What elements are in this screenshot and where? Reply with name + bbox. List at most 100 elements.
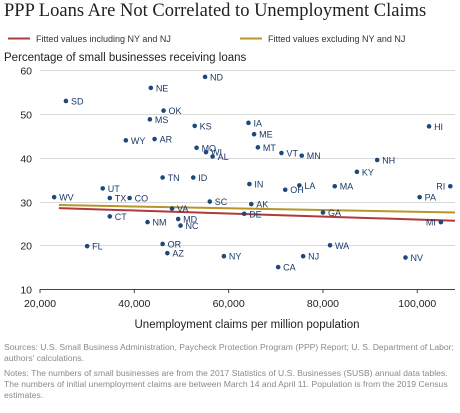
point-marker bbox=[107, 195, 113, 201]
point-label: WV bbox=[59, 193, 74, 203]
x-tick-label: 60,000 bbox=[213, 298, 245, 310]
point-marker bbox=[107, 214, 113, 219]
point-label: DE bbox=[249, 209, 262, 219]
point-label: ND bbox=[210, 72, 223, 82]
y-tick-label: 30 bbox=[20, 198, 32, 210]
point-marker bbox=[332, 183, 338, 189]
point-label: IA bbox=[253, 118, 262, 128]
notes-text: Notes: The numbers of small businesses a… bbox=[4, 368, 448, 400]
point-marker bbox=[160, 175, 165, 180]
point-label: CA bbox=[283, 263, 296, 273]
data-point-tx: TX bbox=[107, 194, 126, 204]
point-label: CT bbox=[115, 212, 127, 222]
point-label: OH bbox=[290, 185, 304, 195]
point-label: OR bbox=[168, 239, 182, 249]
data-point-ri: RI bbox=[436, 182, 453, 192]
data-point-wi: WI bbox=[203, 148, 222, 158]
point-label: IN bbox=[254, 180, 263, 190]
data-point-tn: TN bbox=[160, 173, 180, 183]
data-point-ut: UT bbox=[100, 184, 120, 194]
point-label: VA bbox=[177, 204, 188, 214]
data-point-id: ID bbox=[190, 173, 208, 183]
point-marker bbox=[246, 120, 251, 126]
point-label: KS bbox=[200, 121, 212, 131]
data-point-al: AL bbox=[210, 152, 229, 162]
point-marker bbox=[279, 150, 284, 156]
data-point-in: IN bbox=[247, 180, 263, 190]
point-marker bbox=[210, 154, 215, 159]
point-label: MA bbox=[340, 182, 354, 192]
point-label: AL bbox=[218, 152, 229, 162]
point-label: AZ bbox=[172, 249, 184, 259]
point-marker bbox=[84, 243, 90, 249]
point-label: NM bbox=[153, 218, 167, 228]
sources-text: Sources: U.S. Small Business Administrat… bbox=[4, 342, 454, 363]
data-point-or: OR bbox=[160, 239, 182, 249]
point-marker bbox=[255, 145, 261, 150]
point-marker bbox=[299, 153, 305, 158]
x-tick-label: 80,000 bbox=[307, 298, 339, 310]
scatter-chart: Fitted values including NY and NJ Fitted… bbox=[4, 34, 456, 331]
data-point-ca: CA bbox=[275, 263, 296, 273]
data-point-mi: MI bbox=[426, 218, 444, 228]
point-marker bbox=[147, 117, 153, 122]
data-point-va: VA bbox=[169, 204, 188, 214]
point-label: FL bbox=[92, 242, 103, 252]
point-label: SC bbox=[215, 197, 228, 207]
data-point-ia: IA bbox=[246, 118, 262, 128]
data-point-de: DE bbox=[241, 209, 262, 219]
data-point-nh: NH bbox=[374, 156, 395, 166]
data-point-ne: NE bbox=[148, 83, 168, 93]
data-point-pa: PA bbox=[417, 193, 436, 203]
point-marker bbox=[354, 169, 360, 175]
point-label: MT bbox=[263, 143, 276, 153]
data-point-la: LA bbox=[297, 181, 315, 191]
data-point-ny: NY bbox=[221, 252, 242, 262]
y-tick-labels: 10 20 30 40 50 60 bbox=[20, 66, 32, 297]
legend: Fitted values including NY and NJ Fitted… bbox=[8, 34, 405, 44]
point-label: KY bbox=[362, 167, 374, 177]
point-marker bbox=[248, 201, 254, 207]
data-point-ks: KS bbox=[192, 121, 212, 131]
point-marker bbox=[297, 183, 302, 188]
gridlines bbox=[40, 70, 455, 246]
data-point-wy: WY bbox=[123, 136, 146, 146]
data-point-oh: OH bbox=[282, 185, 304, 195]
data-point-ct: CT bbox=[107, 212, 127, 222]
data-point-ak: AK bbox=[248, 200, 268, 210]
data-point-vt: VT bbox=[279, 149, 298, 159]
point-marker bbox=[51, 194, 57, 200]
data-point-nv: NV bbox=[403, 253, 423, 263]
x-tick-labels: 20,000 40,000 60,000 80,000 100,000 bbox=[24, 289, 436, 310]
data-point-ms: MS bbox=[147, 115, 169, 125]
data-point-ok: OK bbox=[161, 106, 182, 116]
data-point-wv: WV bbox=[51, 193, 74, 203]
point-label: AK bbox=[256, 200, 268, 210]
point-marker bbox=[203, 149, 209, 155]
point-marker bbox=[247, 181, 252, 187]
point-label: NC bbox=[186, 221, 199, 231]
point-marker bbox=[447, 183, 453, 189]
point-label: RI bbox=[436, 182, 445, 192]
point-marker bbox=[241, 211, 247, 217]
data-point-sd: SD bbox=[63, 96, 84, 106]
data-point-mt: MT bbox=[255, 143, 276, 153]
point-label: MS bbox=[155, 115, 169, 125]
point-marker bbox=[100, 186, 106, 191]
x-tick-label: 40,000 bbox=[118, 298, 150, 310]
point-marker bbox=[275, 264, 281, 270]
data-point-fl: FL bbox=[84, 242, 103, 252]
point-marker bbox=[251, 131, 257, 137]
point-marker bbox=[202, 74, 208, 80]
point-marker bbox=[169, 206, 175, 211]
point-marker bbox=[426, 124, 432, 129]
point-marker bbox=[438, 219, 444, 225]
point-label: LA bbox=[304, 181, 315, 191]
point-label: WY bbox=[131, 136, 146, 146]
point-marker bbox=[194, 145, 199, 151]
point-marker bbox=[320, 210, 326, 215]
data-point-ky: KY bbox=[354, 167, 374, 177]
point-label: NY bbox=[229, 252, 242, 262]
data-point-nc: NC bbox=[178, 221, 199, 231]
point-marker bbox=[300, 253, 306, 259]
